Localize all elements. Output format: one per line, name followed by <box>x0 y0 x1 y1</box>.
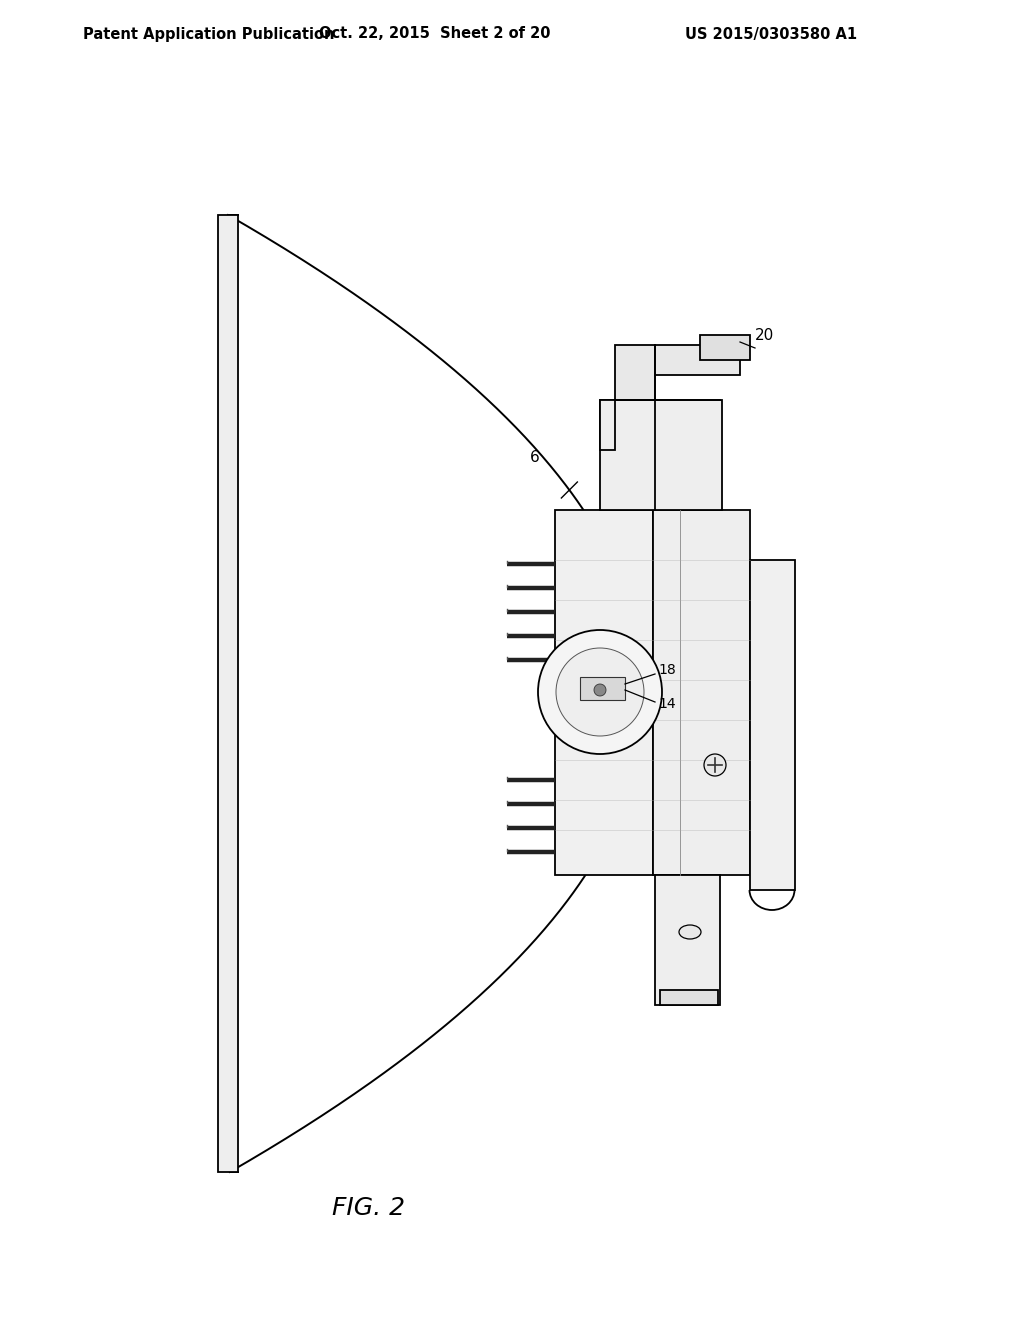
Text: US 2015/0303580 A1: US 2015/0303580 A1 <box>685 26 857 41</box>
Polygon shape <box>218 215 238 1172</box>
Polygon shape <box>655 345 740 375</box>
Circle shape <box>594 684 606 696</box>
Polygon shape <box>615 345 655 400</box>
Text: 18: 18 <box>658 663 676 677</box>
Polygon shape <box>600 400 722 510</box>
Polygon shape <box>555 510 653 875</box>
Polygon shape <box>580 677 625 700</box>
Polygon shape <box>700 335 750 360</box>
Text: 20: 20 <box>755 327 774 342</box>
Circle shape <box>556 648 644 737</box>
Circle shape <box>538 630 662 754</box>
Text: 14: 14 <box>658 697 676 711</box>
Circle shape <box>705 754 726 776</box>
Polygon shape <box>655 875 720 1005</box>
Polygon shape <box>750 560 795 890</box>
Text: FIG. 2: FIG. 2 <box>332 1196 404 1220</box>
Text: 6: 6 <box>529 450 540 466</box>
Polygon shape <box>600 400 615 450</box>
Text: Oct. 22, 2015  Sheet 2 of 20: Oct. 22, 2015 Sheet 2 of 20 <box>319 26 551 41</box>
Polygon shape <box>653 510 750 875</box>
Text: Patent Application Publication: Patent Application Publication <box>83 26 335 41</box>
Ellipse shape <box>679 925 701 939</box>
Polygon shape <box>660 990 718 1005</box>
